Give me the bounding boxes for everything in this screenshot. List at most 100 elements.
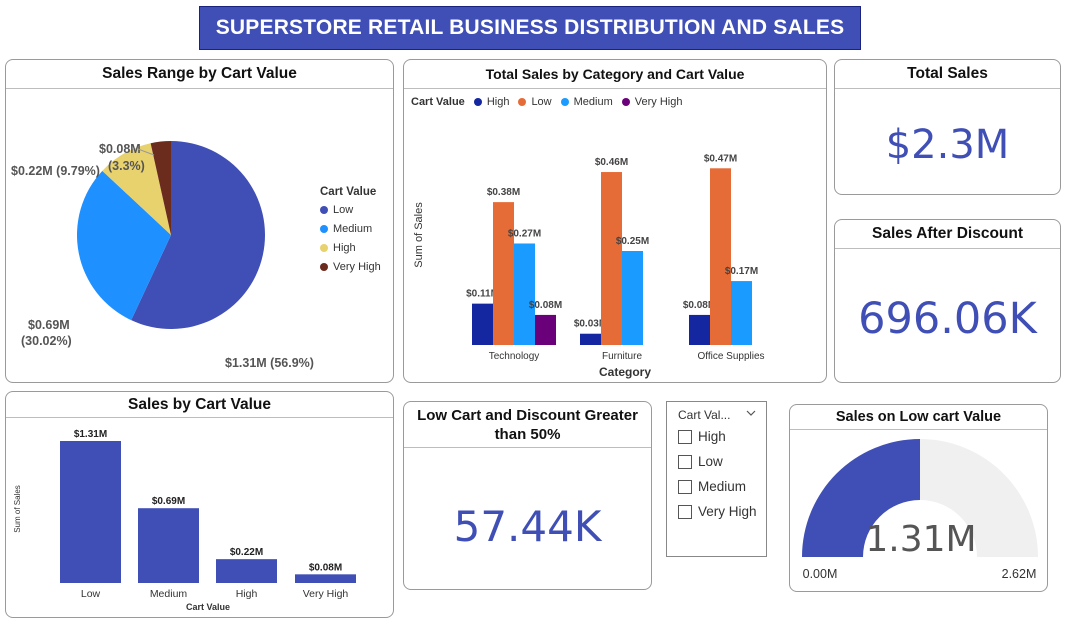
- pie-legend-title: Cart Value: [320, 186, 377, 198]
- pie-legend-very-high[interactable]: Very High: [320, 261, 381, 273]
- pie-legend-very-high-label: Very High: [333, 261, 381, 273]
- slicer-option-medium-label: Medium: [698, 479, 747, 494]
- gauge-max-label: 2.62M: [1002, 567, 1037, 581]
- pie-legend-high[interactable]: High: [320, 242, 381, 254]
- cart-value-bar-chart[interactable]: $1.31M Low $0.69M Medium $0.22M High $0.08M Ver…: [6, 392, 393, 617]
- category-legend-very-high-label: Very High: [634, 96, 683, 108]
- cart-value-x-axis-label: Cart Value: [186, 602, 230, 612]
- slicer-header: Cart Val...: [678, 408, 731, 422]
- category-legend-medium-label: Medium: [573, 96, 613, 108]
- data-label: $0.03M: [574, 319, 607, 330]
- data-label: $1.31M: [74, 429, 107, 440]
- category-chart-title: Total Sales by Category and Cart Value: [404, 60, 826, 89]
- pie-legend-medium[interactable]: Medium: [320, 223, 381, 235]
- category-legend-low-label: Low: [531, 96, 552, 108]
- low-cart-discount-card: Low Cart and Discount Greater than 50% 5…: [403, 401, 652, 590]
- category-legend-very-high[interactable]: Very High: [621, 96, 683, 108]
- legend-dot-medium: [560, 98, 569, 106]
- data-label: $0.08M: [683, 300, 716, 311]
- category-tick-label: Medium: [150, 588, 188, 600]
- low-cart-discount-title: Low Cart and Discount Greater than 50%: [404, 402, 651, 448]
- bar-furniture-high[interactable]: [580, 333, 601, 345]
- slicer-options: High Low Medium Very High: [678, 424, 757, 524]
- data-label: $0.46M: [595, 157, 628, 168]
- category-legend-high-label: High: [486, 96, 510, 108]
- bar-technology-very-high[interactable]: [535, 314, 556, 345]
- pie-legend-high-label: High: [333, 242, 356, 254]
- pie-leader-very-high: [137, 148, 155, 156]
- pie-label-high: $0.22M (9.79%): [11, 164, 100, 178]
- low-cart-discount-title-line1: Low Cart and Discount Greater: [417, 407, 638, 424]
- bar-furniture-low[interactable]: [601, 172, 622, 345]
- dashboard-title-banner: SUPERSTORE RETAIL BUSINESS DISTRIBUTION …: [199, 6, 861, 50]
- sales-after-discount-card: Sales After Discount 696.06K: [834, 219, 1061, 383]
- bar-office-supplies-medium[interactable]: [731, 281, 752, 345]
- category-bar-chart[interactable]: $0.11M $0.38M $0.27M $0.08M Technology $0.03M…: [404, 60, 826, 382]
- bar-technology-high[interactable]: [472, 303, 493, 345]
- category-chart-card: Total Sales by Category and Cart Value C…: [403, 59, 827, 383]
- pie-slice-high[interactable]: [102, 143, 171, 235]
- data-label: $0.38M: [487, 187, 520, 198]
- pie-slice-low[interactable]: [131, 141, 265, 329]
- bar-high[interactable]: [216, 559, 277, 583]
- data-label: $0.27M: [508, 228, 541, 239]
- bar-low[interactable]: [60, 441, 121, 583]
- pie-label-very-high-value: $0.08M: [99, 142, 141, 156]
- slicer-option-high-label: High: [698, 429, 726, 444]
- pie-chart-card: Sales Range by Cart Value $1.31M (56.9%)…: [5, 59, 394, 383]
- bar-technology-low[interactable]: [493, 202, 514, 345]
- cart-value-slicer: Cart Val... High Low Medium Very High: [666, 401, 767, 557]
- pie-legend: Cart Value Low Medium High Very High: [320, 186, 381, 273]
- legend-dot-very-high: [621, 98, 630, 106]
- pie-label-medium-percent: (30.02%): [21, 334, 72, 348]
- category-legend-low[interactable]: Low: [518, 96, 552, 108]
- pie-legend-medium-label: Medium: [333, 223, 373, 235]
- pie-legend-low[interactable]: Low: [320, 204, 381, 216]
- total-sales-value: $2.3M: [885, 122, 1010, 168]
- slicer-option-low[interactable]: Low: [678, 449, 757, 474]
- data-label: $0.69M: [152, 496, 185, 507]
- checkbox-icon[interactable]: [678, 504, 692, 519]
- bar-furniture-medium[interactable]: [622, 251, 643, 345]
- data-label: $0.08M: [529, 300, 562, 311]
- data-label: $0.47M: [704, 153, 737, 164]
- category-legend: Cart Value High Low Medium Very High: [411, 96, 682, 108]
- cart-value-bar-title: Sales by Cart Value: [6, 392, 393, 418]
- checkbox-icon[interactable]: [678, 454, 692, 469]
- gauge-chart[interactable]: 1.31M 0.00M 2.62M: [790, 405, 1047, 591]
- bar-technology-medium[interactable]: [514, 243, 535, 345]
- legend-dot-low: [518, 98, 527, 106]
- gauge-value-label: 1.31M: [865, 519, 976, 560]
- pie-label-medium-value: $0.69M: [28, 318, 70, 332]
- pie-chart[interactable]: $1.31M (56.9%) $0.69M (30.02%) $0.22M (9…: [6, 89, 393, 382]
- category-legend-high[interactable]: High: [473, 96, 510, 108]
- legend-dot-high: [473, 98, 482, 106]
- bar-medium[interactable]: [138, 508, 199, 583]
- pie-slice-medium[interactable]: [76, 170, 171, 321]
- legend-dot-medium: [320, 225, 328, 233]
- gauge-min-label: 0.00M: [803, 567, 838, 581]
- category-legend-title: Cart Value: [411, 96, 465, 108]
- checkbox-icon[interactable]: [678, 429, 692, 444]
- bar-office-supplies-high[interactable]: [689, 314, 710, 345]
- low-cart-discount-value: 57.44K: [453, 502, 602, 551]
- pie-chart-title: Sales Range by Cart Value: [6, 60, 393, 89]
- data-label: $0.08M: [309, 562, 342, 573]
- pie-slice-very-high[interactable]: [150, 141, 171, 235]
- checkbox-icon[interactable]: [678, 479, 692, 494]
- pie-label-low: $1.31M (56.9%): [225, 356, 314, 370]
- data-label: $0.22M: [230, 547, 263, 558]
- bar-office-supplies-low[interactable]: [710, 168, 731, 345]
- sales-after-discount-value: 696.06K: [858, 294, 1037, 344]
- slicer-option-high[interactable]: High: [678, 424, 757, 449]
- category-tick-label: Low: [81, 588, 101, 600]
- category-x-axis-label: Category: [599, 365, 651, 379]
- sales-after-discount-title: Sales After Discount: [835, 220, 1060, 249]
- slicer-option-medium[interactable]: Medium: [678, 474, 757, 499]
- legend-dot-very-high: [320, 263, 328, 271]
- slicer-option-very-high[interactable]: Very High: [678, 499, 757, 524]
- chevron-down-icon[interactable]: [746, 409, 756, 417]
- bar-very-high[interactable]: [295, 574, 356, 583]
- category-y-axis-label: Sum of Sales: [413, 202, 425, 268]
- category-legend-medium[interactable]: Medium: [560, 96, 613, 108]
